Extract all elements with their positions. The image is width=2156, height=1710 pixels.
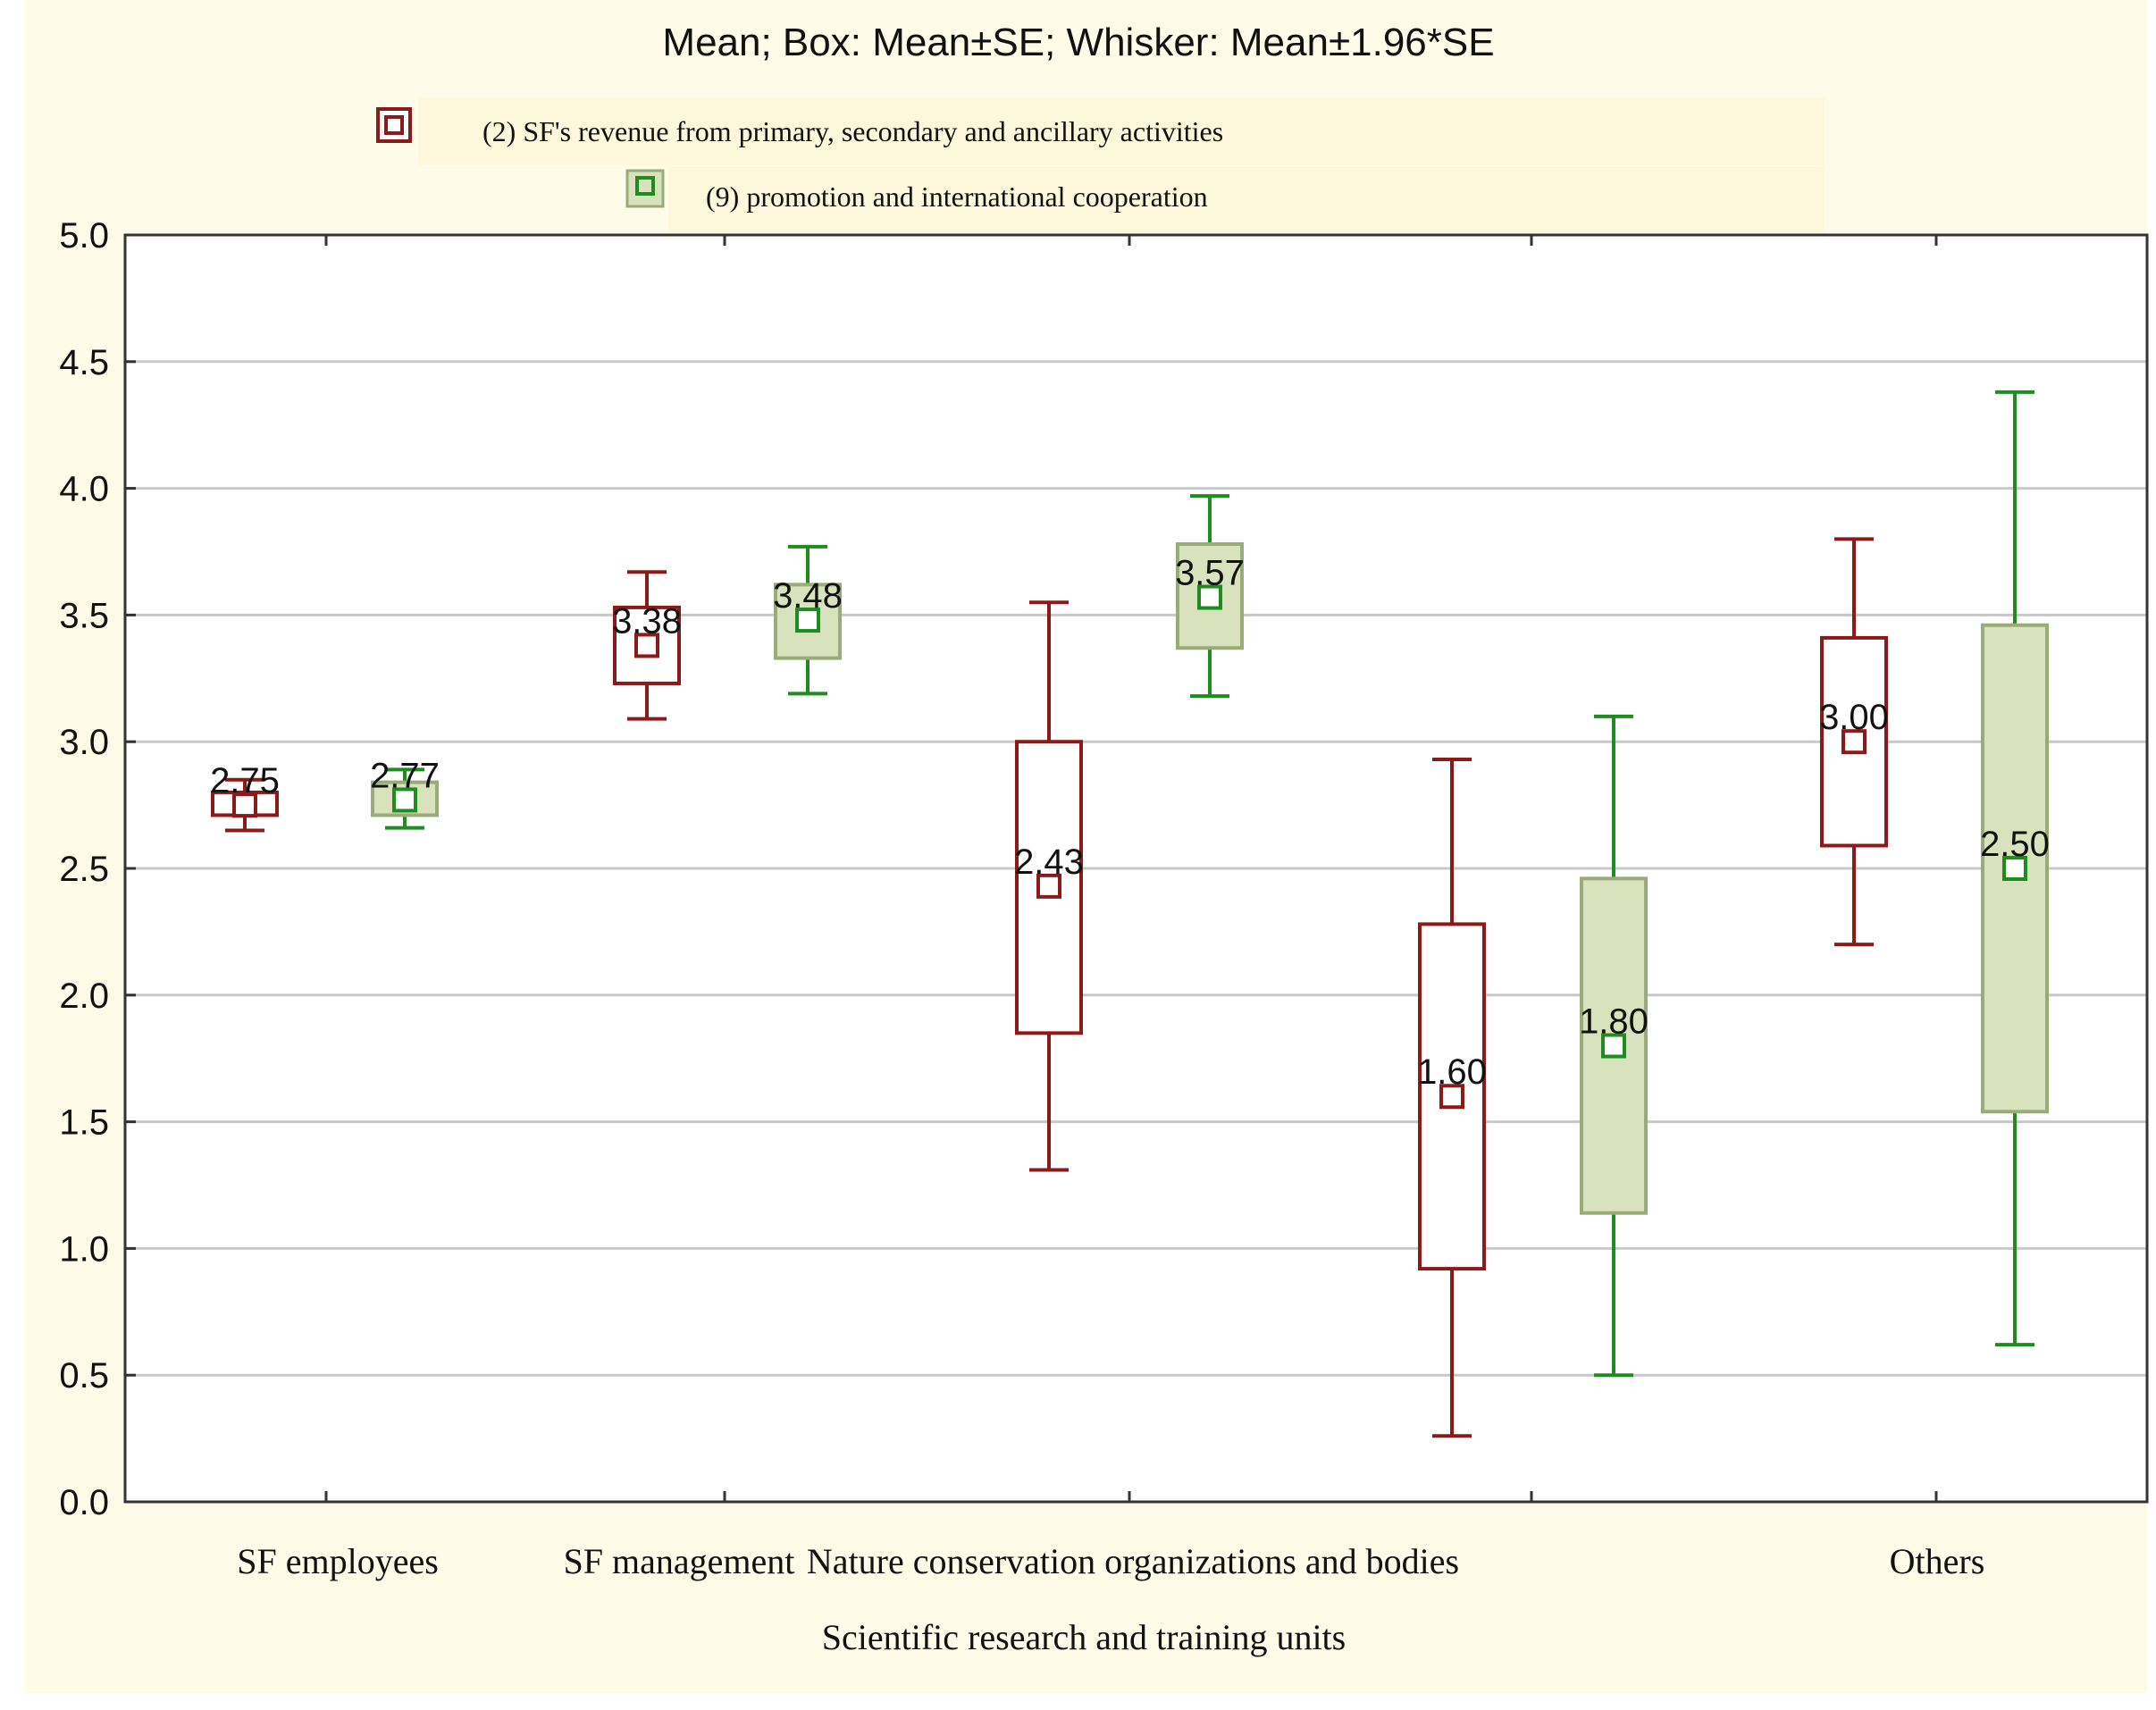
data-label: 1.60	[1417, 1052, 1487, 1092]
data-label: 3.48	[773, 576, 843, 616]
mean-marker	[392, 787, 417, 813]
series-layer: 2.75 3.38 2.43 1.60 3.00 2.77 3.48 3.57 1.80 2.50	[210, 390, 2050, 1438]
mean-marker	[1439, 1084, 1464, 1110]
data-label: 2.43	[1014, 842, 1084, 882]
legend: (2) SF's revenue from primary, secondary…	[376, 107, 1223, 213]
mean-marker	[634, 633, 659, 658]
grid-lines	[125, 360, 2147, 1377]
data-label: 2.50	[1980, 825, 2050, 864]
box-series-1-point-5: 3.00	[1819, 537, 1889, 947]
box-series-1-point-2: 3.38	[612, 570, 682, 721]
box-series-1-point-4: 1.60	[1417, 758, 1487, 1438]
se-box	[1015, 740, 1083, 1035]
plot-frame	[123, 233, 2149, 1504]
box-series-2-point-2: 3.48	[773, 544, 843, 696]
mean-marker	[1197, 584, 1222, 610]
data-label: 2.75	[210, 761, 280, 801]
x-tick-label: SF employees	[237, 1541, 439, 1581]
y-tick-label: 1.0	[59, 1229, 109, 1269]
legend-label-series-2: (9) promotion and international cooperat…	[706, 180, 1208, 213]
y-tick-label: 0.5	[59, 1356, 109, 1396]
data-label: 3.38	[612, 601, 682, 641]
x-tick-label: SF management	[564, 1541, 795, 1581]
data-label: 1.80	[1579, 1002, 1648, 1042]
data-label: 2.77	[370, 756, 440, 795]
box-series-2-point-5: 2.50	[1980, 390, 2050, 1347]
x-tick-label: Others	[1890, 1541, 1985, 1581]
chart-title: Mean; Box: Mean±SE; Whisker: Mean±1.96*S…	[662, 21, 1494, 64]
y-tick-label: 0.0	[59, 1483, 109, 1522]
y-tick-label: 3.0	[59, 723, 109, 762]
data-label: 3.00	[1819, 698, 1889, 737]
data-label: 3.57	[1175, 554, 1245, 593]
x-axis: SF employees SF management Nature conserva…	[237, 235, 1984, 1581]
x-tick-label: Nature conservation organizations and bo…	[807, 1541, 1459, 1581]
box-series-2-point-1: 2.77	[370, 756, 440, 830]
mean-marker	[1601, 1033, 1626, 1059]
y-tick-label: 2.5	[59, 850, 109, 889]
box-series-2-point-4: 1.80	[1579, 714, 1648, 1378]
mean-marker	[1841, 729, 1867, 755]
box-series-2-point-3: 3.57	[1175, 494, 1245, 699]
legend-marker-series-1	[376, 107, 412, 143]
box-series-1-point-3: 2.43	[1014, 600, 1084, 1172]
y-tick-label: 4.0	[59, 470, 109, 509]
box-series-1-point-1: 2.75	[210, 761, 280, 833]
se-box	[1176, 541, 1244, 650]
y-axis: 0.0 0.5 1.0 1.5 2.0 2.5 3.0 3.5 4.0 4.5 5.0	[59, 216, 136, 1522]
y-tick-label: 5.0	[59, 216, 109, 256]
y-tick-label: 3.5	[59, 596, 109, 635]
mean-marker	[1036, 873, 1061, 899]
y-tick-label: 4.5	[59, 343, 109, 382]
y-tick-label: 1.5	[59, 1103, 109, 1143]
mean-marker	[2002, 856, 2027, 881]
mean-marker	[232, 792, 257, 818]
legend-background-1	[418, 98, 1825, 165]
legend-marker-series-2	[625, 169, 665, 208]
legend-label-series-1: (2) SF's revenue from primary, secondary…	[482, 115, 1223, 147]
legend-background-2	[668, 166, 1825, 236]
y-tick-label: 2.0	[59, 977, 109, 1016]
x-axis-label: Scientific research and training units	[822, 1617, 1346, 1657]
mean-marker	[795, 608, 820, 633]
